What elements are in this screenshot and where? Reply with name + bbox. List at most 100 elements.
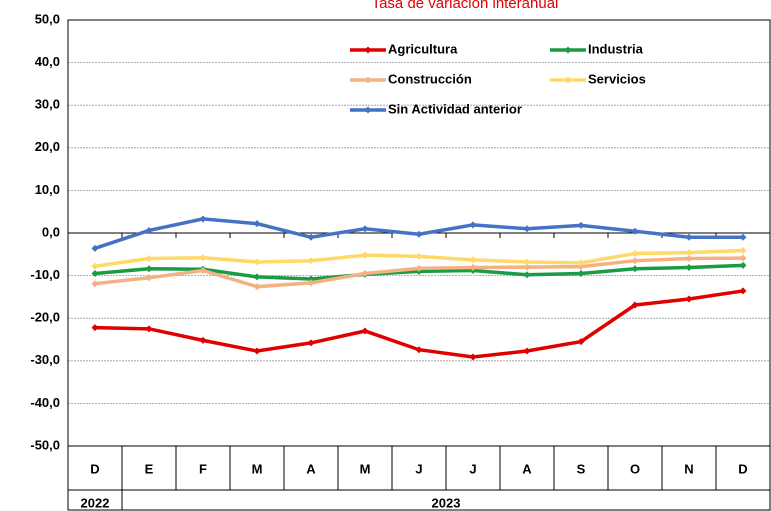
series-marker	[469, 353, 477, 361]
x-tick-label: A	[306, 461, 316, 476]
series-marker	[415, 230, 423, 238]
legend-label: Agricultura	[388, 41, 458, 56]
series-marker	[145, 325, 153, 333]
x-tick-label: E	[145, 461, 154, 476]
series-marker	[469, 264, 477, 272]
x-group-label: 2023	[432, 495, 461, 510]
series-marker	[199, 254, 207, 262]
series-marker	[307, 275, 315, 283]
series-marker	[361, 225, 369, 233]
series-marker	[739, 261, 747, 269]
series-marker	[91, 262, 99, 270]
series-marker	[91, 280, 99, 288]
y-tick-label: -20,0	[30, 310, 60, 325]
legend-marker	[564, 46, 572, 54]
x-tick-label: N	[684, 461, 693, 476]
series-marker	[199, 266, 207, 274]
series-marker	[523, 258, 531, 266]
series-marker	[253, 220, 261, 228]
series-marker	[577, 221, 585, 229]
series-marker	[145, 255, 153, 263]
legend-marker	[364, 76, 372, 84]
series-marker	[577, 263, 585, 271]
series-marker	[631, 257, 639, 265]
chart-title: Tasa de variación interanual	[372, 0, 559, 12]
y-tick-label: 40,0	[35, 54, 60, 69]
legend-marker	[364, 46, 372, 54]
series-marker	[631, 265, 639, 273]
series-marker	[631, 227, 639, 235]
series-marker	[523, 263, 531, 271]
series-marker	[739, 287, 747, 295]
series-marker	[253, 283, 261, 291]
series-marker	[361, 251, 369, 259]
series-marker	[145, 226, 153, 234]
x-tick-label: D	[90, 461, 99, 476]
series-marker	[145, 274, 153, 282]
series-marker	[253, 258, 261, 266]
series-marker	[739, 246, 747, 254]
series-marker	[361, 269, 369, 277]
y-tick-label: -50,0	[30, 437, 60, 452]
series-marker	[469, 221, 477, 229]
x-tick-label: J	[415, 461, 422, 476]
legend-label: Servicios	[588, 71, 646, 86]
series-marker	[523, 347, 531, 355]
series-marker	[415, 264, 423, 272]
series-marker	[739, 254, 747, 262]
series-marker	[739, 233, 747, 241]
series-marker	[685, 255, 693, 263]
x-tick-label: M	[252, 461, 263, 476]
series-marker	[145, 265, 153, 273]
legend-label: Sin Actividad anterior	[388, 101, 522, 116]
series-marker	[307, 257, 315, 265]
y-tick-label: 10,0	[35, 182, 60, 197]
series-marker	[685, 264, 693, 272]
series-marker	[91, 269, 99, 277]
series-marker	[91, 244, 99, 252]
y-tick-label: 30,0	[35, 97, 60, 112]
series-marker	[307, 279, 315, 287]
series-marker	[577, 338, 585, 346]
series-marker	[253, 347, 261, 355]
x-group-label: 2022	[81, 495, 110, 510]
x-tick-label: M	[360, 461, 371, 476]
x-tick-label: O	[630, 461, 640, 476]
series-marker	[199, 336, 207, 344]
series-marker	[91, 324, 99, 332]
legend-label: Industria	[588, 41, 644, 56]
series-marker	[577, 259, 585, 267]
series-marker	[415, 252, 423, 260]
x-tick-label: D	[738, 461, 747, 476]
series-marker	[415, 346, 423, 354]
x-tick-label: J	[469, 461, 476, 476]
series-marker	[307, 339, 315, 347]
series-marker	[469, 256, 477, 264]
x-tick-label: F	[199, 461, 207, 476]
series-marker	[631, 301, 639, 309]
series-marker	[523, 225, 531, 233]
y-tick-label: -10,0	[30, 267, 60, 282]
y-tick-label: -40,0	[30, 395, 60, 410]
series-marker	[685, 233, 693, 241]
y-tick-label: -30,0	[30, 352, 60, 367]
legend-label: Construcción	[388, 71, 472, 86]
series-marker	[685, 249, 693, 257]
series-marker	[253, 273, 261, 281]
legend-marker	[364, 106, 372, 114]
series-marker	[631, 249, 639, 257]
series-marker	[307, 233, 315, 241]
series-marker	[523, 271, 531, 279]
y-tick-label: 50,0	[35, 11, 60, 26]
x-tick-label: A	[522, 461, 532, 476]
x-table	[67, 445, 771, 511]
x-tick-label: S	[577, 461, 586, 476]
series-marker	[361, 327, 369, 335]
legend-marker	[564, 76, 572, 84]
series-marker	[685, 295, 693, 303]
y-tick-label: 20,0	[35, 139, 60, 154]
series-marker	[577, 269, 585, 277]
y-tick-label: 0,0	[42, 224, 60, 239]
series-marker	[199, 215, 207, 223]
